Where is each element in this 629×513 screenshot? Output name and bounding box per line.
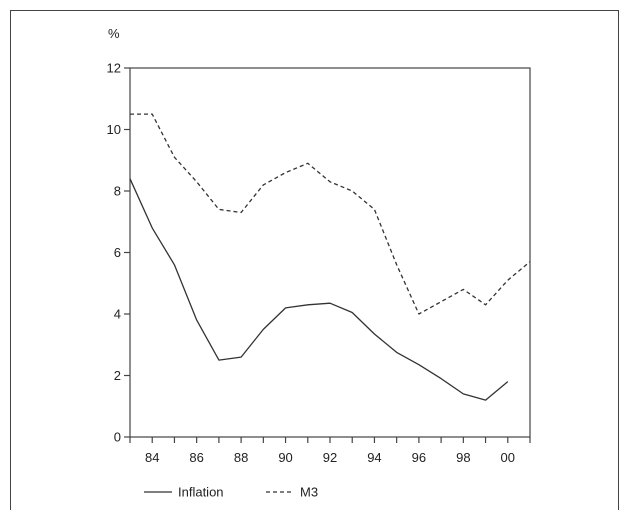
y-tick-label: 4: [114, 307, 121, 322]
x-tick-label: 84: [145, 450, 159, 465]
x-tick-label: 00: [501, 450, 515, 465]
y-tick-label: 2: [114, 368, 121, 383]
legend-label-m3: M3: [300, 485, 318, 500]
x-tick-label: 96: [412, 450, 426, 465]
axes: 0 2 4 6 8 10 12% 84 86 88 90 92 94 96 98 00: [107, 26, 531, 465]
series-layer: [129, 113, 531, 401]
x-tick-label: 86: [189, 450, 203, 465]
series-line-inflation: [129, 178, 509, 401]
x-tick-label: 90: [278, 450, 292, 465]
y-tick-label: 8: [114, 184, 121, 199]
y-axis-label: %: [108, 26, 120, 41]
plot-area: [129, 67, 531, 438]
x-tick-label: 98: [456, 450, 470, 465]
figure-frame: [10, 10, 619, 510]
x-tick-label: 92: [323, 450, 337, 465]
y-tick-label: 12: [107, 61, 121, 76]
legend: Inflation M3: [144, 485, 318, 500]
y-tick-label: 0: [114, 430, 121, 445]
x-tick-label: 94: [367, 450, 381, 465]
y-tick-label: 10: [107, 122, 121, 137]
legend-label-inflation: Inflation: [178, 485, 224, 500]
y-tick-label: 6: [114, 245, 121, 260]
series-line-m3: [130, 113, 531, 315]
x-tick-label: 88: [234, 450, 248, 465]
